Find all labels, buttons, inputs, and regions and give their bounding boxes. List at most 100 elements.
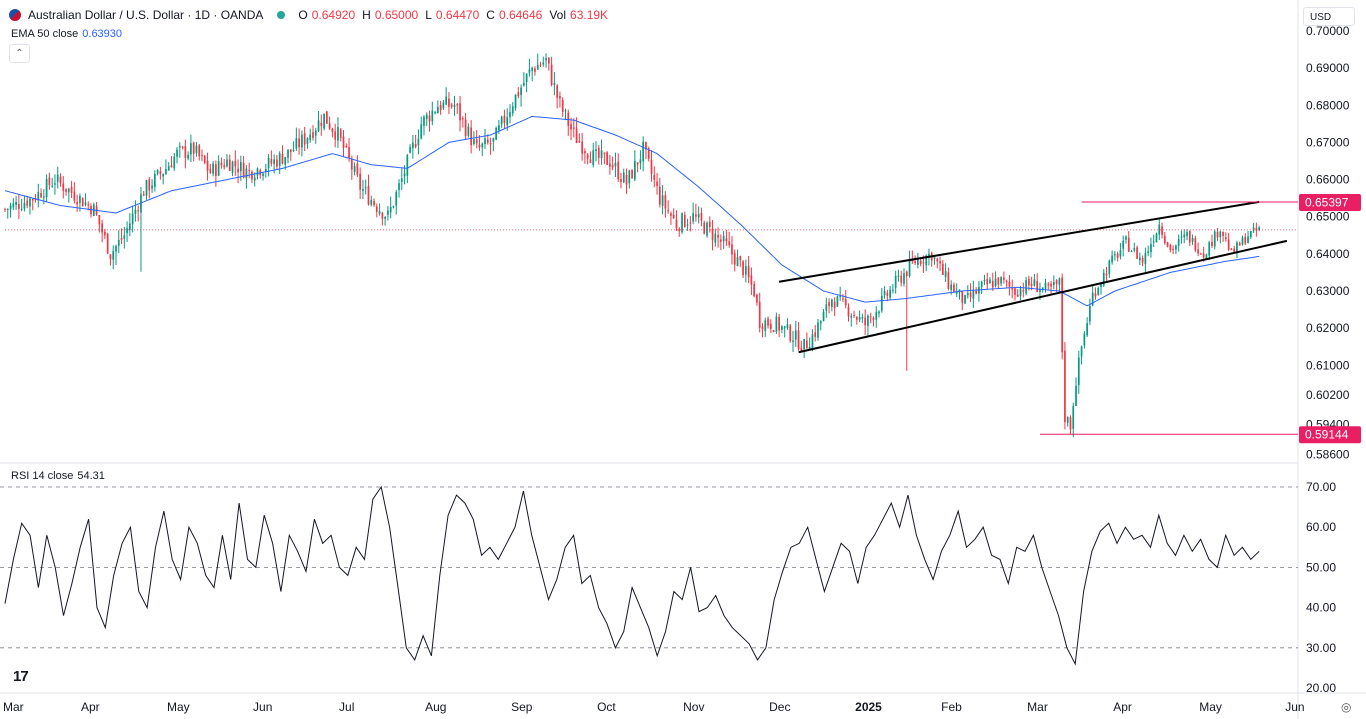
collapse-legend-button[interactable]: ⌃ <box>9 44 30 63</box>
upper-trendline <box>778 200 1260 283</box>
candle <box>1219 231 1222 237</box>
candle <box>317 120 320 132</box>
candle <box>642 141 645 162</box>
candle <box>320 122 323 127</box>
candle <box>273 159 276 165</box>
candle <box>1233 248 1236 252</box>
candle <box>73 191 76 201</box>
candle <box>414 143 417 147</box>
candle <box>453 105 456 107</box>
candle <box>994 278 997 287</box>
candle <box>639 159 642 164</box>
candle <box>267 157 270 169</box>
candle <box>445 96 448 105</box>
candle <box>9 205 12 210</box>
candle <box>1213 231 1216 247</box>
candle <box>597 147 600 158</box>
price-tick-label: 0.65000 <box>1306 210 1350 224</box>
candle <box>803 339 805 350</box>
candle <box>814 332 817 337</box>
candle <box>1236 242 1238 254</box>
support-badge-label: 0.59144 <box>1305 428 1349 442</box>
candle <box>1238 242 1241 246</box>
settings-icon[interactable]: ◎ <box>1341 700 1352 714</box>
ema-legend[interactable]: EMA 50 close 0.63930 <box>11 28 122 40</box>
candle <box>1003 277 1005 280</box>
candle <box>939 261 941 264</box>
candle <box>1163 235 1166 243</box>
candle <box>692 213 694 222</box>
open-value: 0.64920 <box>311 8 356 22</box>
candle <box>711 228 714 241</box>
candle <box>350 159 353 170</box>
candle <box>961 291 964 303</box>
time-tick-label: Feb <box>941 700 962 714</box>
candle <box>353 166 356 172</box>
candle <box>228 159 231 171</box>
candle <box>190 143 192 155</box>
candle <box>334 131 337 140</box>
candle <box>855 317 858 320</box>
price-tick-label: 0.67000 <box>1306 135 1350 149</box>
low-value: 0.64470 <box>435 8 480 22</box>
rsi-tick-label: 60.00 <box>1306 520 1336 534</box>
rsi-legend[interactable]: RSI 14 close 54.31 <box>11 470 105 482</box>
candle <box>26 200 29 206</box>
candle <box>398 183 400 191</box>
candle <box>51 185 54 187</box>
candle <box>220 162 223 166</box>
candle <box>1116 253 1119 258</box>
candle <box>844 298 847 306</box>
candle <box>367 185 370 205</box>
candle <box>1080 346 1083 357</box>
candle <box>281 153 284 164</box>
candle <box>84 202 87 205</box>
candle <box>1047 284 1050 286</box>
candle <box>1014 288 1016 295</box>
candle <box>794 330 797 340</box>
candle <box>833 301 836 309</box>
high-label: H <box>362 8 371 22</box>
candle <box>520 87 522 96</box>
candle <box>1216 231 1219 238</box>
candle <box>536 64 539 70</box>
candle <box>517 92 520 97</box>
candle <box>1252 227 1255 231</box>
time-tick-label: Jul <box>339 700 354 714</box>
candle <box>653 175 656 180</box>
symbol-title[interactable]: Australian Dollar / U.S. Dollar · 1D · O… <box>28 8 264 22</box>
candle <box>861 317 864 319</box>
candle <box>744 266 747 275</box>
candle <box>104 231 106 236</box>
low-label: L <box>425 8 432 22</box>
candle <box>1244 237 1247 244</box>
candle <box>559 96 561 99</box>
time-tick-label: Dec <box>769 700 790 714</box>
candle <box>836 296 839 307</box>
candle <box>67 188 70 193</box>
candle <box>29 198 31 207</box>
candle <box>201 155 203 157</box>
candle <box>467 126 470 136</box>
candle <box>59 176 62 183</box>
candle <box>969 292 972 298</box>
candle <box>750 275 753 285</box>
price-tick-label: 0.64000 <box>1306 247 1350 261</box>
currency-selector[interactable]: USD <box>1303 7 1355 26</box>
candle <box>292 149 295 152</box>
candle <box>1200 253 1202 255</box>
candle <box>947 272 950 289</box>
candle <box>1161 226 1163 235</box>
candle <box>245 168 248 179</box>
candle <box>387 210 389 215</box>
candle <box>370 199 373 205</box>
tradingview-logo-icon[interactable]: 17 <box>13 668 29 685</box>
candle <box>933 257 936 259</box>
candle <box>226 159 228 167</box>
candle <box>941 263 944 275</box>
candle <box>448 98 450 107</box>
candle <box>717 235 719 238</box>
candle <box>1222 231 1224 236</box>
candle <box>503 116 506 123</box>
